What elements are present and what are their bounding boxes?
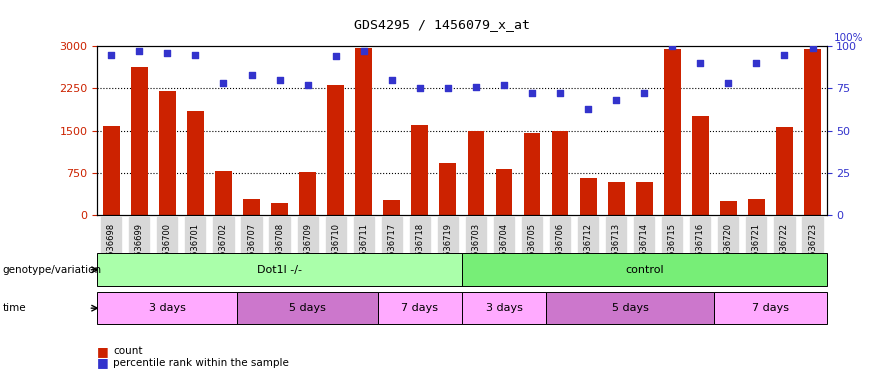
- Text: time: time: [3, 303, 27, 313]
- Bar: [159, 91, 176, 215]
- Text: 7 days: 7 days: [401, 303, 438, 313]
- Point: [553, 90, 568, 96]
- Point: [750, 60, 764, 66]
- Point: [665, 43, 679, 49]
- Text: genotype/variation: genotype/variation: [3, 265, 102, 275]
- Bar: [776, 127, 793, 215]
- Bar: [468, 131, 484, 215]
- Bar: [462, 292, 546, 324]
- Bar: [439, 163, 456, 215]
- Point: [805, 45, 819, 51]
- Point: [721, 80, 735, 86]
- Bar: [462, 253, 827, 286]
- Bar: [748, 199, 765, 215]
- Bar: [692, 116, 709, 215]
- Point: [188, 51, 202, 58]
- Bar: [384, 200, 400, 215]
- Bar: [664, 49, 681, 215]
- Bar: [243, 199, 260, 215]
- Point: [329, 53, 343, 59]
- Bar: [377, 292, 462, 324]
- Bar: [355, 48, 372, 215]
- Point: [245, 72, 259, 78]
- Point: [581, 106, 595, 112]
- Point: [469, 84, 483, 90]
- Bar: [131, 68, 148, 215]
- Bar: [523, 133, 540, 215]
- Bar: [580, 179, 597, 215]
- Bar: [636, 182, 652, 215]
- Text: count: count: [113, 346, 142, 356]
- Point: [609, 97, 623, 103]
- Bar: [496, 169, 513, 215]
- Point: [693, 60, 707, 66]
- Bar: [546, 292, 714, 324]
- Bar: [103, 126, 119, 215]
- Text: 3 days: 3 days: [149, 303, 186, 313]
- Bar: [271, 203, 288, 215]
- Text: control: control: [625, 265, 664, 275]
- Point: [301, 82, 315, 88]
- Bar: [97, 253, 462, 286]
- Bar: [714, 292, 827, 324]
- Point: [272, 77, 286, 83]
- Bar: [327, 85, 344, 215]
- Text: ■: ■: [97, 356, 109, 369]
- Text: 100%: 100%: [834, 33, 863, 43]
- Text: 7 days: 7 days: [752, 303, 789, 313]
- Point: [497, 82, 511, 88]
- Point: [441, 85, 455, 91]
- Text: 3 days: 3 days: [485, 303, 522, 313]
- Point: [104, 51, 118, 58]
- Text: ■: ■: [97, 345, 109, 358]
- Point: [777, 51, 791, 58]
- Point: [133, 48, 147, 54]
- Bar: [804, 50, 821, 215]
- Bar: [720, 201, 736, 215]
- Bar: [552, 131, 568, 215]
- Point: [160, 50, 174, 56]
- Text: percentile rank within the sample: percentile rank within the sample: [113, 358, 289, 368]
- Text: 5 days: 5 days: [289, 303, 326, 313]
- Point: [217, 80, 231, 86]
- Point: [413, 85, 427, 91]
- Bar: [238, 292, 377, 324]
- Bar: [608, 182, 625, 215]
- Text: Dot1l -/-: Dot1l -/-: [257, 265, 302, 275]
- Bar: [97, 292, 238, 324]
- Bar: [299, 172, 316, 215]
- Point: [385, 77, 399, 83]
- Point: [637, 90, 652, 96]
- Point: [356, 48, 370, 54]
- Bar: [215, 170, 232, 215]
- Text: 5 days: 5 days: [612, 303, 649, 313]
- Bar: [187, 111, 204, 215]
- Text: GDS4295 / 1456079_x_at: GDS4295 / 1456079_x_at: [354, 18, 530, 31]
- Point: [525, 90, 539, 96]
- Bar: [411, 125, 428, 215]
